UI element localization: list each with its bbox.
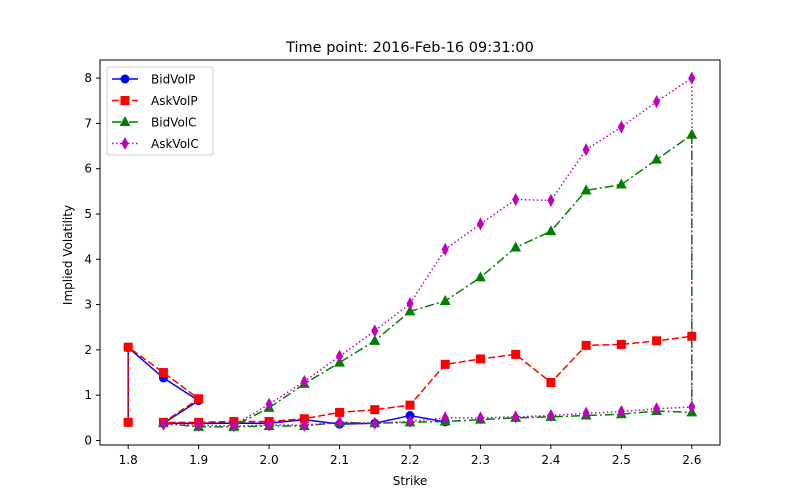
data-point xyxy=(582,143,590,157)
y-tick-label: 4 xyxy=(84,252,92,266)
legend-marker xyxy=(120,96,130,105)
data-point xyxy=(371,324,379,338)
data-point xyxy=(651,153,663,164)
data-point xyxy=(265,418,273,432)
x-tick-label: 2.4 xyxy=(541,453,560,467)
data-point xyxy=(123,342,133,352)
legend-label: AskVolP xyxy=(151,94,198,108)
data-point xyxy=(439,294,451,305)
data-point xyxy=(688,400,696,414)
series-AskVolC xyxy=(159,71,696,433)
data-point xyxy=(653,95,661,109)
y-axis-label: Implied Volatility xyxy=(61,205,75,305)
data-point xyxy=(616,339,626,349)
data-point xyxy=(300,375,308,389)
legend-label: BidVolP xyxy=(151,73,195,87)
data-point xyxy=(195,418,203,432)
x-tick-label: 2.2 xyxy=(400,453,419,467)
data-point xyxy=(335,407,345,417)
legend-marker xyxy=(120,74,130,84)
data-point xyxy=(547,409,555,423)
data-point xyxy=(441,411,449,425)
legend-entry: AskVolP xyxy=(112,94,198,108)
series-AskVolP xyxy=(123,331,697,427)
data-point xyxy=(475,354,485,364)
x-tick-label: 1.9 xyxy=(189,453,208,467)
series-line xyxy=(163,77,693,427)
data-point xyxy=(653,402,661,416)
legend: BidVolP AskVolP BidVolC AskVolC xyxy=(106,66,214,156)
data-point xyxy=(476,411,485,425)
data-point xyxy=(617,404,625,419)
series-layer xyxy=(123,71,698,433)
data-point xyxy=(615,178,627,189)
x-axis-label: Strike xyxy=(393,474,428,488)
data-point xyxy=(335,349,344,363)
legend-box xyxy=(106,66,214,156)
data-point xyxy=(405,400,415,410)
plot-frame xyxy=(99,59,721,446)
data-point xyxy=(545,225,557,236)
y-tick-label: 2 xyxy=(84,343,92,357)
legend-marker xyxy=(119,115,131,126)
data-point xyxy=(476,217,485,231)
y-tick-label: 6 xyxy=(84,162,92,176)
data-point xyxy=(335,415,344,429)
legend-entry: BidVolP xyxy=(112,73,195,87)
data-point xyxy=(617,120,625,134)
data-point xyxy=(300,418,308,432)
x-tick-label: 2.1 xyxy=(330,453,349,467)
legend-label: BidVolC xyxy=(151,116,197,130)
data-point xyxy=(510,241,522,252)
y-tick-label: 7 xyxy=(84,116,92,130)
data-point xyxy=(123,417,133,427)
y-tick-label: 1 xyxy=(84,388,92,402)
x-tick-label: 2.6 xyxy=(682,453,701,467)
legend-marker xyxy=(121,136,129,151)
data-point xyxy=(440,359,450,369)
y-tick-label: 8 xyxy=(84,71,92,85)
y-tick-label: 0 xyxy=(84,433,92,447)
y-tick-label: 5 xyxy=(84,207,92,221)
data-point xyxy=(404,305,416,316)
data-point xyxy=(547,193,555,207)
data-point xyxy=(512,192,520,207)
data-point xyxy=(158,368,168,378)
data-point xyxy=(475,271,486,282)
data-point xyxy=(686,128,698,139)
data-point xyxy=(512,410,520,424)
x-tick-label: 2.0 xyxy=(260,453,279,467)
y-tick-label: 3 xyxy=(84,298,92,312)
x-tick-label: 2.3 xyxy=(471,453,490,467)
data-point xyxy=(406,297,414,311)
data-point xyxy=(194,394,204,404)
data-point xyxy=(688,71,696,85)
legend-entry: BidVolC xyxy=(112,116,197,130)
data-point xyxy=(652,336,662,346)
data-point xyxy=(581,340,591,350)
data-point xyxy=(546,377,556,387)
x-tick-label: 2.5 xyxy=(612,453,631,467)
x-axis-ticks: 1.8 1.9 2.0 2.1 2.2 2.3 2.4 2.5 2.6 xyxy=(119,445,701,467)
data-point xyxy=(441,242,449,256)
data-point xyxy=(370,405,380,415)
chart-title: Time point: 2016-Feb-16 09:31:00 xyxy=(285,40,534,56)
data-point xyxy=(265,397,273,411)
data-point xyxy=(230,418,238,432)
series-line xyxy=(163,133,693,428)
legend-entry: AskVolC xyxy=(112,136,199,151)
data-point xyxy=(406,414,414,428)
y-axis-ticks: 0 1 2 3 4 5 6 7 8 xyxy=(84,71,100,447)
data-point xyxy=(369,334,381,345)
data-point xyxy=(159,417,167,431)
data-point xyxy=(371,416,379,430)
x-tick-label: 1.8 xyxy=(119,453,138,467)
series-line xyxy=(127,335,692,424)
data-point xyxy=(511,349,521,359)
data-point xyxy=(582,406,590,420)
data-point xyxy=(580,184,592,195)
legend-label: AskVolC xyxy=(151,137,199,151)
